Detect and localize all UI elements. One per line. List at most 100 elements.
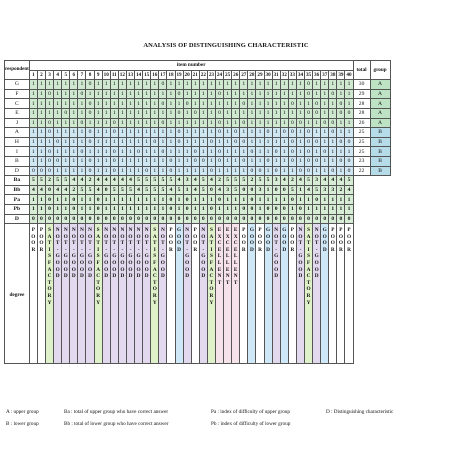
score-cell: 1 xyxy=(239,107,249,119)
score-cell: 0 xyxy=(231,136,241,148)
score-cell: 0 xyxy=(320,117,330,129)
item-number-cell: 32 xyxy=(279,69,289,81)
stat-cell: 5 xyxy=(109,184,119,196)
stat-cell: 0 xyxy=(247,184,257,196)
stat-cell: 0 xyxy=(206,184,216,196)
legend-bb: Bb : total of lower group who have corre… xyxy=(64,421,169,427)
item-number-cell: 27 xyxy=(239,69,249,81)
score-cell: 0 xyxy=(206,165,216,177)
stat-cell: 1 xyxy=(134,194,144,205)
item-number-cell: 20 xyxy=(182,69,192,81)
score-cell: 1 xyxy=(117,79,127,90)
score-cell: 0 xyxy=(287,98,297,109)
score-cell: 1 xyxy=(101,88,111,100)
score-cell: 0 xyxy=(287,136,297,148)
degree-text: P O O R xyxy=(346,227,352,253)
score-cell: 1 xyxy=(198,136,208,148)
degree-cell: N O T - G O O D xyxy=(158,223,168,365)
stat-cell: 0 xyxy=(36,213,47,225)
total-header: total xyxy=(352,59,371,81)
stat-cell: 1 xyxy=(312,203,322,215)
score-cell: 1 xyxy=(36,107,47,119)
stat-cell: 5 xyxy=(312,184,322,196)
score-cell: 1 xyxy=(125,146,136,157)
stat-cell: 0 xyxy=(279,213,289,225)
stat-cell: 5 xyxy=(150,184,160,196)
score-cell: 1 xyxy=(190,98,200,109)
score-cell: 1 xyxy=(336,127,346,138)
score-cell: 1 xyxy=(166,136,176,148)
score-cell: 0 xyxy=(190,146,200,157)
degree-cell: N O T - G O O D xyxy=(182,223,192,365)
stat-cell: 5 xyxy=(117,184,127,196)
degree-cell: P O O R xyxy=(190,223,200,365)
score-cell: 1 xyxy=(279,88,289,100)
stat-cell: 4 xyxy=(336,175,346,186)
stat-cell: 4 xyxy=(295,175,306,186)
score-cell: 1 xyxy=(69,165,79,177)
stat-cell: 5 xyxy=(158,184,168,196)
score-cell: 1 xyxy=(255,88,265,100)
score-cell: 1 xyxy=(271,98,281,109)
score-cell: 1 xyxy=(142,79,152,90)
degree-cell: N O T - G O O D xyxy=(85,223,95,365)
item-number-cell: 22 xyxy=(198,69,208,81)
score-cell: 1 xyxy=(166,98,176,109)
score-cell: 1 xyxy=(303,98,314,109)
stat-label: Ba xyxy=(4,175,30,186)
stat-cell: 0 xyxy=(239,184,249,196)
stat-cell: 4 xyxy=(166,184,176,196)
degree-text: N O T - G O O D xyxy=(71,227,76,280)
score-cell: 1 xyxy=(101,165,111,177)
score-cell: 1 xyxy=(117,88,127,100)
stat-cell: 0 xyxy=(125,213,136,225)
score-cell: 1 xyxy=(223,117,233,129)
score-cell: 1 xyxy=(231,98,241,109)
score-cell: 0 xyxy=(231,127,241,138)
score-cell: 1 xyxy=(61,117,71,129)
stat-cell: 5 xyxy=(85,184,95,196)
score-cell: 1 xyxy=(150,155,160,167)
stat-cell: 1 xyxy=(36,203,47,215)
score-cell: 1 xyxy=(28,107,38,119)
score-cell: 1 xyxy=(125,165,136,177)
stat-cell: 1 xyxy=(263,194,273,205)
score-cell: 0 xyxy=(134,146,144,157)
degree-text: N O T - G O O D xyxy=(185,227,190,280)
stat-spacer xyxy=(353,185,390,195)
score-cell: 1 xyxy=(279,165,289,177)
stat-cell: 4 xyxy=(53,184,63,196)
score-cell: 1 xyxy=(142,88,152,100)
score-cell: 1 xyxy=(125,117,136,129)
score-cell: 0 xyxy=(295,165,306,177)
stat-cell: 5 xyxy=(28,175,38,186)
score-cell: 1 xyxy=(182,107,192,119)
item-number-cell: 38 xyxy=(328,69,338,81)
stat-cell: 0 xyxy=(182,194,192,205)
degree-cell: N O T - G O O D xyxy=(134,223,144,365)
degree-cell: P O O R xyxy=(344,223,354,365)
item-number-cell: 10 xyxy=(101,69,111,81)
stat-row: Ba 5 5 2 5 5 4 4 2 4 4 4 4 4 5 5 5 5 5 4 3 4 5 4 2 5 5 5 2 5 5 3 4 2 4 5 3 4 4… xyxy=(4,175,391,186)
total-cell: 28 xyxy=(352,107,371,119)
score-cell: 0 xyxy=(303,107,314,119)
score-cell: 1 xyxy=(101,117,111,129)
score-cell: 0 xyxy=(190,107,200,119)
score-cell: 1 xyxy=(320,79,330,90)
stat-cell: 4 xyxy=(134,184,144,196)
stat-cell: 0 xyxy=(93,194,103,205)
score-cell: 0 xyxy=(53,136,63,148)
degree-text: G O O D xyxy=(322,227,327,253)
score-cell: 1 xyxy=(125,98,136,109)
group-cell: A xyxy=(369,88,391,100)
stat-cell: 0 xyxy=(271,203,281,215)
score-cell: 1 xyxy=(214,98,225,109)
score-cell: 1 xyxy=(44,79,55,90)
score-cell: 1 xyxy=(150,165,160,177)
item-number-cell: 1 xyxy=(28,69,38,81)
score-cell: 0 xyxy=(263,127,273,138)
degree-text: G O O D xyxy=(282,227,287,253)
degree-cell: N O T - G O O D xyxy=(271,223,281,365)
legend-lower-group: B : lower group xyxy=(6,421,39,427)
stat-cell: 1 xyxy=(198,194,208,205)
